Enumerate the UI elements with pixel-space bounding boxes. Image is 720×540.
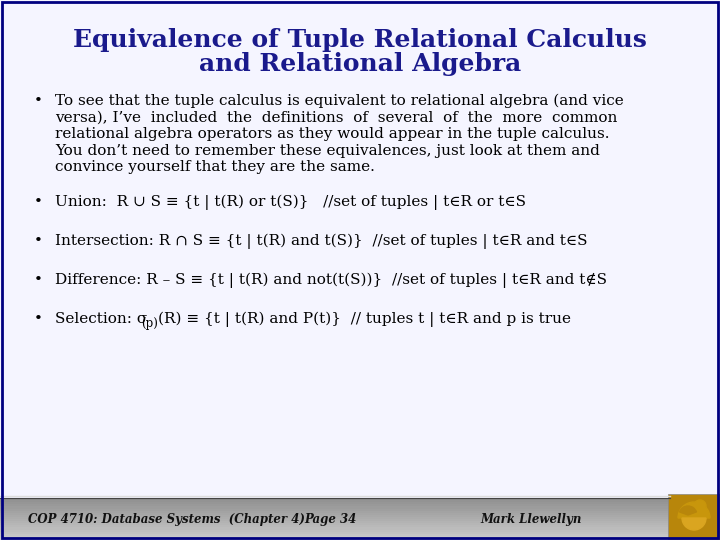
Text: Union:  R ∪ S ≡ {t | t(R) or t(S)}   //set of tuples | t∈R or t∈S: Union: R ∪ S ≡ {t | t(R) or t(S)} //set … (55, 195, 526, 211)
Bar (0, 531, 670, 534)
Wedge shape (680, 506, 696, 515)
Text: Page 34: Page 34 (304, 514, 356, 526)
Text: (p): (p) (141, 317, 158, 330)
Text: COP 4710: Database Systems  (Chapter 4): COP 4710: Database Systems (Chapter 4) (28, 514, 305, 526)
Text: (R) ≡ {t | t(R) and P(t)}  // tuples t | t∈R and p is true: (R) ≡ {t | t(R) and P(t)} // tuples t | … (158, 312, 571, 327)
Text: Selection: σ: Selection: σ (55, 312, 148, 326)
Text: •: • (34, 94, 42, 108)
Bar (0, 527, 670, 530)
Bar (0, 500, 670, 502)
Bar (0, 508, 670, 511)
Bar (0, 521, 670, 523)
Text: •: • (34, 195, 42, 209)
Bar (0, 514, 670, 517)
Bar (0, 537, 670, 540)
Text: convince yourself that they are the same.: convince yourself that they are the same… (55, 160, 375, 174)
Text: You don’t need to remember these equivalences, just look at them and: You don’t need to remember these equival… (55, 144, 600, 158)
Bar (0, 529, 670, 531)
Wedge shape (678, 502, 710, 518)
Bar (0, 497, 670, 500)
Bar (0, 523, 670, 525)
Text: Difference: R – S ≡ {t | t(R) and not(t(S))}  //set of tuples | t∈R and t∉S: Difference: R – S ≡ {t | t(R) and not(t(… (55, 273, 607, 288)
Bar (0, 502, 670, 504)
Bar (0, 516, 670, 519)
Wedge shape (682, 518, 706, 530)
Text: Intersection: R ∩ S ≡ {t | t(R) and t(S)}  //set of tuples | t∈R and t∈S: Intersection: R ∩ S ≡ {t | t(R) and t(S)… (55, 234, 588, 249)
Text: and Relational Algebra: and Relational Algebra (199, 52, 521, 76)
Text: •: • (34, 234, 42, 248)
Text: To see that the tuple calculus is equivalent to relational algebra (and vice: To see that the tuple calculus is equiva… (55, 94, 624, 109)
Bar (668, 494, 720, 540)
Bar (0, 533, 670, 536)
Text: versa), I’ve  included  the  definitions  of  several  of  the  more  common: versa), I’ve included the definitions of… (55, 111, 617, 125)
Bar (0, 506, 670, 509)
Text: •: • (34, 312, 42, 326)
Circle shape (694, 500, 706, 512)
Bar (0, 512, 670, 515)
Bar (0, 518, 670, 521)
Text: •: • (34, 273, 42, 287)
Bar (0, 525, 670, 528)
Text: Equivalence of Tuple Relational Calculus: Equivalence of Tuple Relational Calculus (73, 28, 647, 52)
Text: Mark Llewellyn: Mark Llewellyn (480, 514, 581, 526)
Bar (0, 535, 670, 538)
Bar (0, 510, 670, 512)
Text: relational algebra operators as they would appear in the tuple calculus.: relational algebra operators as they wou… (55, 127, 610, 141)
Bar (0, 504, 670, 507)
